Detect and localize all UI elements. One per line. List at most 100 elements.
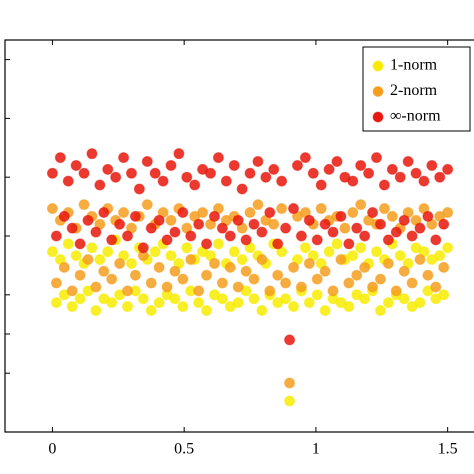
point: [66, 285, 78, 297]
point: [426, 159, 438, 171]
point: [240, 265, 252, 277]
point: [66, 222, 78, 234]
point: [280, 277, 292, 289]
point: [434, 250, 446, 262]
point: [78, 167, 90, 179]
point: [94, 254, 106, 266]
point: [102, 246, 114, 258]
point: [422, 269, 434, 281]
plot-area: [46, 148, 454, 407]
point: [284, 395, 296, 407]
point: [50, 297, 62, 309]
point: [327, 285, 339, 297]
point: [66, 301, 78, 313]
point: [141, 199, 153, 211]
point: [46, 167, 58, 179]
point: [197, 206, 209, 218]
point: [410, 167, 422, 179]
point: [114, 257, 126, 269]
point: [307, 167, 319, 179]
point: [74, 269, 86, 281]
point: [438, 289, 450, 301]
point: [256, 226, 268, 238]
point: [323, 246, 335, 258]
point: [118, 206, 130, 218]
point: [177, 301, 189, 313]
point: [236, 254, 248, 266]
point: [58, 210, 70, 222]
point: [236, 183, 248, 195]
point: [442, 206, 454, 218]
point: [193, 218, 205, 230]
point: [169, 293, 181, 305]
point: [153, 297, 165, 309]
point: [295, 281, 307, 293]
point: [438, 218, 450, 230]
point: [106, 234, 118, 246]
point: [74, 238, 86, 250]
point: [62, 175, 74, 187]
point: [216, 293, 228, 305]
point: [438, 261, 450, 273]
legend: 1-norm 2-norm ∞-norm: [362, 46, 471, 132]
point: [201, 304, 213, 316]
point: [98, 206, 110, 218]
point: [311, 234, 323, 246]
point: [185, 254, 197, 266]
point: [90, 304, 102, 316]
point: [244, 167, 256, 179]
point: [418, 175, 430, 187]
point: [212, 238, 224, 250]
point: [181, 171, 193, 183]
point: [323, 163, 335, 175]
point: [62, 238, 74, 250]
point: [248, 273, 260, 285]
point: [371, 152, 383, 164]
point: [319, 304, 331, 316]
point: [165, 214, 177, 226]
point: [319, 218, 331, 230]
point: [153, 261, 165, 273]
point: [347, 175, 359, 187]
point: [367, 206, 379, 218]
point: [177, 273, 189, 285]
point: [165, 250, 177, 262]
point: [359, 261, 371, 273]
point: [335, 254, 347, 266]
point: [141, 156, 153, 168]
point: [185, 230, 197, 242]
point: [86, 148, 98, 160]
point: [201, 238, 213, 250]
point: [224, 261, 236, 273]
point: [149, 246, 161, 258]
point: [398, 293, 410, 305]
point: [303, 214, 315, 226]
legend-marker: [372, 86, 384, 97]
point: [208, 257, 220, 269]
x-tick-label: 0: [48, 441, 56, 458]
point: [355, 199, 367, 211]
point: [208, 210, 220, 222]
point: [122, 301, 134, 313]
point: [406, 230, 418, 242]
point: [228, 246, 240, 258]
point: [256, 254, 268, 266]
point: [406, 277, 418, 289]
point: [133, 183, 145, 195]
point: [311, 273, 323, 285]
point: [288, 301, 300, 313]
point: [335, 210, 347, 222]
legend-marker: [372, 111, 384, 123]
point: [252, 156, 264, 168]
point: [145, 304, 157, 316]
point: [351, 222, 363, 234]
point: [240, 234, 252, 246]
legend-label: 1-norm: [390, 57, 438, 74]
point: [224, 230, 236, 242]
point: [157, 175, 169, 187]
point: [414, 297, 426, 309]
point: [442, 242, 454, 254]
point: [74, 293, 86, 305]
point: [193, 297, 205, 309]
